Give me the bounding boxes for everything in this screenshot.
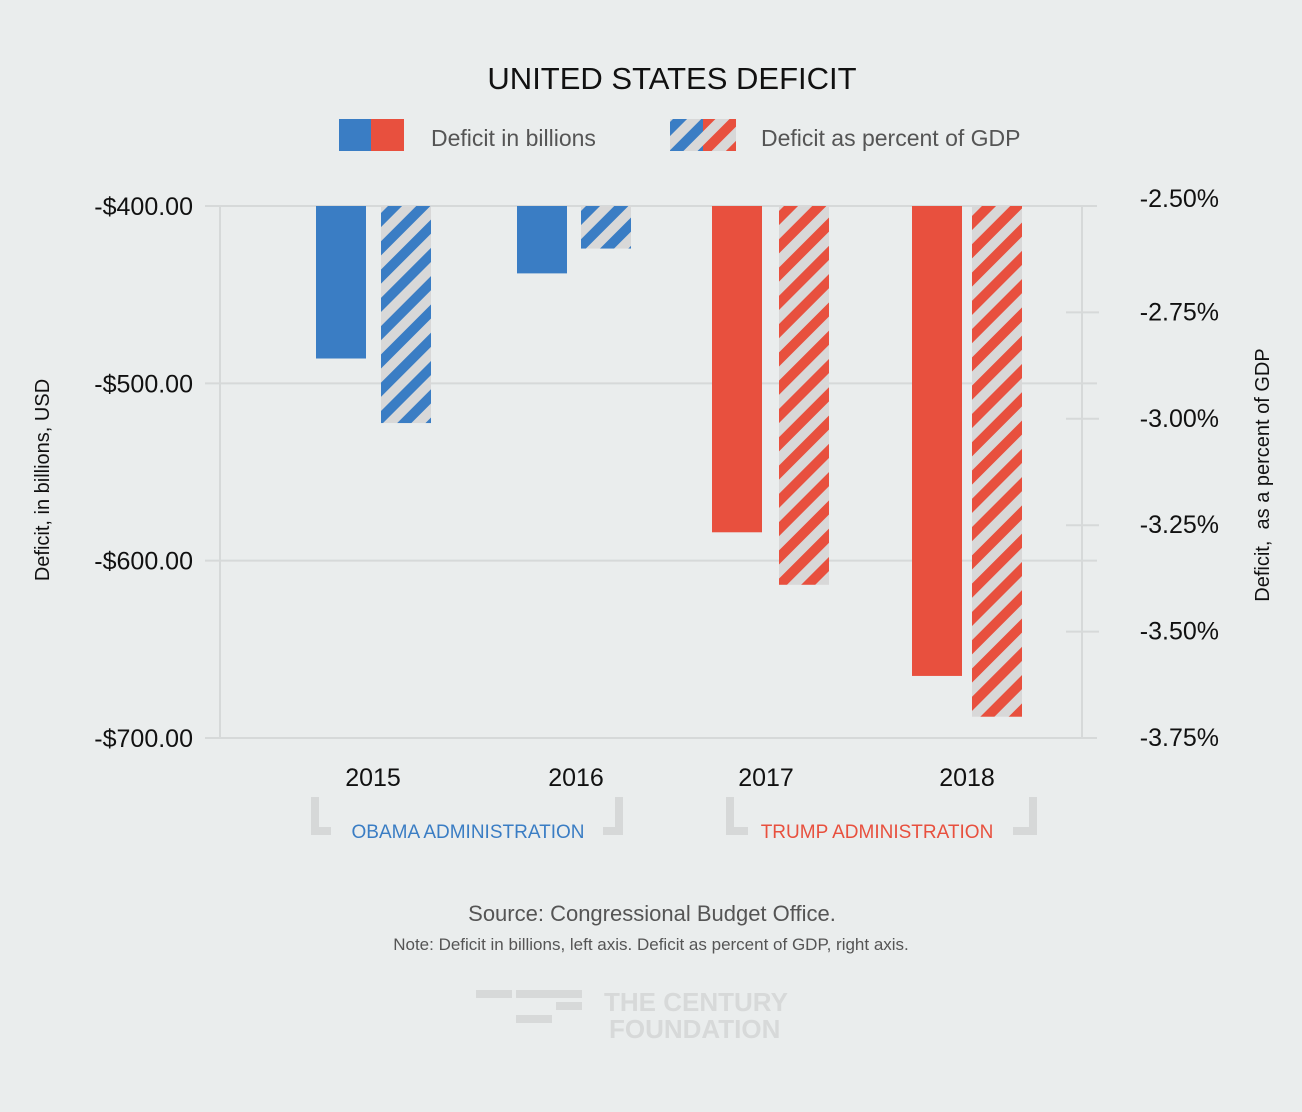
logo-line-1: THE CENTURY xyxy=(604,987,788,1017)
x-tick-label: 2018 xyxy=(939,764,995,792)
x-tick-label: 2017 xyxy=(738,764,794,792)
left-tick-label: -$400.00 xyxy=(94,193,193,221)
left-axis-label: Deficit, in billions, USD xyxy=(32,379,54,581)
obama-bracket xyxy=(311,797,623,835)
legend-swatch-hatched-blue xyxy=(670,119,703,151)
bar-billions-2015 xyxy=(316,206,366,359)
legend-swatch-hatched-red xyxy=(703,119,736,151)
bars xyxy=(316,206,1022,717)
trump-administration-label: TRUMP ADMINISTRATION xyxy=(761,822,994,843)
legend-swatch-solid-red xyxy=(371,119,404,151)
right-axis-ticks: -2.50% -2.75% -3.00% -3.25% -3.50% -3.75% xyxy=(1140,185,1219,752)
left-tick-label: -$700.00 xyxy=(94,725,193,753)
bar-percent-gdp-2015 xyxy=(381,206,431,424)
right-tick-label: -2.75% xyxy=(1140,298,1219,326)
right-tick-label: -3.50% xyxy=(1140,618,1219,646)
left-tick-label: -$600.00 xyxy=(94,548,193,576)
legend-swatch-solid-blue xyxy=(339,119,372,151)
obama-administration-label: OBAMA ADMINISTRATION xyxy=(352,822,585,843)
bar-percent-gdp-2016 xyxy=(581,206,631,249)
logo-line-2: FOUNDATION xyxy=(609,1014,780,1044)
x-tick-label: 2015 xyxy=(345,764,401,792)
bar-billions-2016 xyxy=(517,206,567,274)
x-axis-ticks: 2015 2016 2017 2018 xyxy=(345,764,995,792)
trump-bracket xyxy=(726,797,1037,835)
bar-percent-gdp-2017 xyxy=(779,206,829,585)
century-foundation-logo: THE CENTURY FOUNDATION xyxy=(476,987,788,1044)
chart-title: UNITED STATES DEFICIT xyxy=(487,61,856,96)
right-axis-label: Deficit, as a percent of GDP xyxy=(1252,348,1274,601)
legend-label-billions: Deficit in billions xyxy=(431,125,596,151)
x-tick-label: 2016 xyxy=(548,764,604,792)
bar-billions-2018 xyxy=(912,206,962,676)
left-axis-ticks: -$400.00 -$500.00 -$600.00 -$700.00 xyxy=(94,193,193,753)
bar-percent-gdp-2018 xyxy=(972,206,1022,717)
source-text: Source: Congressional Budget Office. xyxy=(468,901,836,926)
right-tick-label: -3.25% xyxy=(1140,511,1219,539)
right-tick-label: -3.75% xyxy=(1140,724,1219,752)
note-text: Note: Deficit in billions, left axis. De… xyxy=(393,935,909,954)
legend: Deficit in billions Deficit as percent o… xyxy=(339,119,1021,151)
left-tick-label: -$500.00 xyxy=(94,370,193,398)
right-tick-label: -3.00% xyxy=(1140,405,1219,433)
right-tick-label: -2.50% xyxy=(1140,185,1219,213)
legend-label-percent: Deficit as percent of GDP xyxy=(761,125,1021,151)
bar-billions-2017 xyxy=(712,206,762,533)
